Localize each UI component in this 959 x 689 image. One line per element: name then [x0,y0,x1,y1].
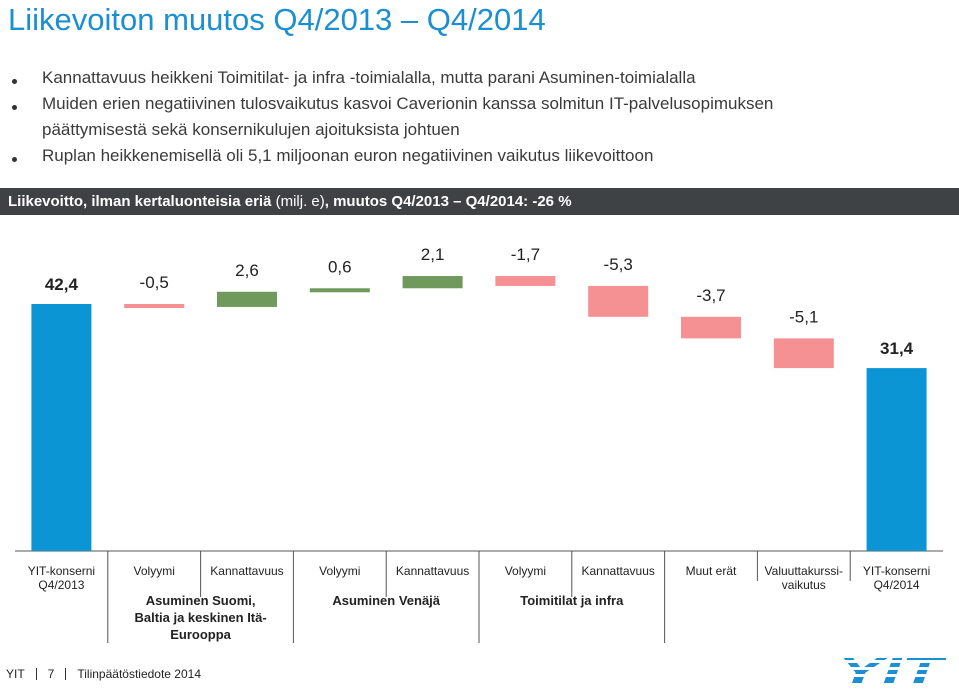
category-label: YIT-konserni [863,564,930,578]
group-label: Asuminen Suomi, [146,593,256,608]
category-label: Volyymi [134,564,175,578]
category-label: YIT-konserni [28,564,95,578]
footer-page-number: 7 [47,667,55,681]
bar-2 [124,304,185,308]
footer: YIT 7 Tilinpäätöstiedote 2014 [6,667,201,681]
category-label: Q4/2014 [874,578,920,592]
category-label: Volyymi [505,564,546,578]
bar-8 [681,316,741,339]
bullet-dot [12,105,17,110]
category-label: Kannattavuus [396,564,469,578]
bar-1 [31,304,92,551]
category-label: Kannattavuus [582,564,655,578]
data-label-7: -5,3 [604,255,633,274]
category-label: Kannattavuus [210,564,283,578]
data-label-8: -3,7 [696,286,725,305]
bar-10 [866,368,927,551]
banner-units: (milj. e) [271,193,325,210]
footer-separator [35,668,37,680]
bullet-text-3: Ruplan heikkenemisellä oli 5,1 miljoonan… [42,146,654,165]
group-label: Baltia ja keskinen Itä- [134,610,266,625]
group-label: Eurooppa [170,627,231,642]
banner-change: , muutos Q4/2013 – Q4/2014: -26 % [324,193,572,210]
category-label: Volyymi [319,564,360,578]
banner-title: Liikevoitto, ilman kertaluonteisia eriä [8,193,272,210]
bar-6 [495,276,556,286]
footer-brand: YIT [6,667,25,681]
data-label-10: 31,4 [880,339,914,358]
group-label: Toimitilat ja infra [520,593,624,608]
bullet-dot [12,157,17,162]
category-label: Muut erät [686,564,737,578]
data-label-3: 2,6 [235,261,259,280]
data-label-9: -5,1 [789,307,818,326]
data-label-2: -0,5 [140,273,169,292]
group-label: Asuminen Venäjä [332,593,440,608]
yit-logo: YIT [836,652,946,686]
data-label-6: -1,7 [511,245,540,264]
page-title: Liikevoiton muutos Q4/2013 – Q4/2014 [8,2,546,37]
bar-4 [309,288,370,293]
bullet-text-2-cont: päättymisestä sekä konsernikulujen ajoit… [42,120,460,139]
bar-7 [588,285,649,317]
data-label-5: 2,1 [421,245,445,264]
chart-title-banner: Liikevoitto, ilman kertaluonteisia eriä … [0,188,959,215]
category-label: Q4/2013 [38,578,84,592]
bullet-text-2: Muiden erien negatiivinen tulosvaikutus … [42,94,774,113]
category-label: Valuuttakurssi- [765,564,843,578]
data-label-4: 0,6 [328,257,352,276]
bullet-dot [12,79,17,84]
footer-separator [65,668,67,680]
category-label: vaikutus [782,578,826,592]
footer-document-name: Tilinpäätöstiedote 2014 [77,667,202,681]
data-label-1: 42,4 [45,275,79,294]
bar-3 [217,291,277,307]
bar-5 [402,276,463,289]
bar-9 [773,338,834,369]
bullet-text-1: Kannattavuus heikkeni Toimitilat- ja inf… [42,68,696,87]
